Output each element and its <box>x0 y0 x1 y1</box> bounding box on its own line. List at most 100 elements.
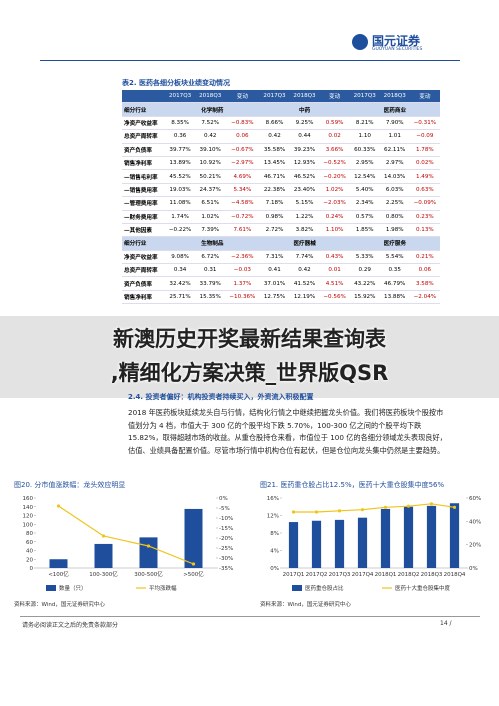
cell: 0.29 <box>349 263 380 278</box>
cell: 0.42 <box>195 129 226 144</box>
cell: 销售净利率 <box>122 290 165 305</box>
cell: 7.90% <box>379 116 410 131</box>
cell: 4.51% <box>319 276 350 291</box>
y2-tick-label: -25% <box>219 546 233 552</box>
x-tick-label: 2017Q3 <box>329 572 351 578</box>
cell: 1.78% <box>409 143 440 157</box>
y2-tick-label: -20% <box>219 536 233 542</box>
cell: 5.15% <box>289 196 320 211</box>
row: 净资产收益率 8.35% 7.52% −0.83% 8.66% 9.25% 0.59% 8.2… <box>122 116 440 131</box>
cell: 35.58% <box>259 143 290 157</box>
cell: 13.88% <box>379 290 410 305</box>
y2-tick-label: 20% <box>469 543 481 549</box>
point <box>383 505 388 509</box>
y-tick-label: 140 <box>23 505 34 511</box>
cell: 医药商业 <box>349 102 440 117</box>
cell: −2.03% <box>319 196 350 211</box>
cell: 0.06 <box>409 263 440 278</box>
cell: —销售费用率 <box>122 183 165 198</box>
cell: 细分行业 <box>122 102 165 117</box>
cell: 2.34% <box>349 196 380 211</box>
cell: −0.52% <box>319 156 350 171</box>
cell: 25.71% <box>164 290 196 305</box>
x-tick-label: 2018Q3 <box>421 572 443 578</box>
cell: 0.06 <box>225 129 260 144</box>
cell: 0.02 <box>319 129 350 144</box>
cell: 2017Q3 <box>164 90 196 104</box>
cell: 1.85% <box>349 223 380 238</box>
point <box>56 504 61 508</box>
x-tick-label: 2017Q1 <box>283 572 305 578</box>
legend-label: 医药十大重仓股集中度 <box>395 584 451 592</box>
cell: 3.66% <box>319 143 350 157</box>
point <box>146 544 151 548</box>
point <box>291 510 296 514</box>
cell: −2.36% <box>225 250 260 265</box>
cell: 净资产收益率 <box>122 116 165 131</box>
cell: 7.31% <box>259 250 290 265</box>
point <box>314 510 319 514</box>
cell: —财务费用率 <box>122 210 165 224</box>
chart: 0 20 40 60 80 100 120 140 160 0% -5% -10% -15% -20% -2… <box>23 496 234 592</box>
cell: 1.02% <box>195 210 226 224</box>
cell: −2.04% <box>409 290 440 305</box>
row: —销售费用率 19.03% 24.37% 5.34% 22.38% 23.40% 1.02%… <box>122 183 440 198</box>
row: 销售净利率 13.89% 10.92% −2.97% 13.45% 12.93% −0.52… <box>122 156 440 171</box>
cell: 2.97% <box>379 156 410 171</box>
cell: 4.69% <box>225 169 260 184</box>
cell: 14.03% <box>379 169 410 184</box>
cell: −0.31% <box>409 116 440 131</box>
cell: 6.51% <box>195 196 226 211</box>
cell: 0.59% <box>319 116 350 131</box>
cell: 7.61% <box>225 223 260 238</box>
bar <box>334 519 345 568</box>
bar <box>403 506 414 568</box>
y2-tick-label: -10% <box>219 516 233 522</box>
bar <box>139 537 158 568</box>
y-tick-label: 120 <box>23 514 34 520</box>
cell: —其他因素 <box>122 223 165 238</box>
row: —管理费用率 11.08% 6.51% −4.58% 7.18% 5.15% −2.03% 2… <box>122 196 440 211</box>
cell: 32.42% <box>164 276 196 291</box>
cell: 1.02% <box>319 183 350 198</box>
point <box>337 509 342 513</box>
cell: 37.01% <box>259 276 290 291</box>
cell: 3.82% <box>289 223 320 238</box>
cell: 0.31 <box>195 263 226 278</box>
cell: 0.44 <box>289 129 320 144</box>
cell: 0.21% <box>409 250 440 265</box>
cell: 12.54% <box>349 169 380 184</box>
legend-swatch <box>292 585 302 591</box>
footer-disclaimer: 请务必阅读正文之后的免责条款部分 <box>22 622 119 629</box>
cell: 13.45% <box>259 156 290 171</box>
paragraph: 2018 年医药板块延续龙头自与行情，结构化行情之中继续把握龙头价值。我们将医药… <box>128 408 447 455</box>
bar <box>357 517 368 568</box>
cell: 资产负债率 <box>122 276 165 291</box>
cell: 3.58% <box>409 276 440 291</box>
header-row: 细分行业 化学制药 中药 医药商业 <box>122 102 440 117</box>
cell: −0.20% <box>319 169 350 184</box>
cell: −0.03 <box>225 263 260 278</box>
cell: 化学制药 <box>164 102 260 117</box>
x-tick-label: 2018Q4 <box>444 572 466 578</box>
cell: 医疗服务 <box>349 236 440 251</box>
x-tick-label: 100-300亿 <box>89 570 118 578</box>
y-tick-label: 12% <box>267 514 279 520</box>
cell: 0.24% <box>319 210 350 224</box>
cell: 39.23% <box>289 143 320 157</box>
cell: 41.52% <box>289 276 320 291</box>
logo-en: GUOYUAN SECURITIES <box>372 47 423 52</box>
cell: 39.10% <box>195 143 226 157</box>
cell: 总资产周转率 <box>122 129 165 144</box>
cell: −0.56% <box>319 290 350 305</box>
cell: 中药 <box>259 102 350 117</box>
cell: 23.40% <box>289 183 320 198</box>
x-tick-label: <100亿 <box>48 570 69 578</box>
y2-tick-label: 60% <box>469 496 481 502</box>
x-tick-label: 2018Q1 <box>375 572 397 578</box>
cell: 43.22% <box>349 276 380 291</box>
y-tick-label: 16% <box>267 496 279 502</box>
page-number: 14 / <box>440 620 452 627</box>
y-tick-label: 100 <box>23 522 34 528</box>
cell: 1.98% <box>379 223 410 238</box>
